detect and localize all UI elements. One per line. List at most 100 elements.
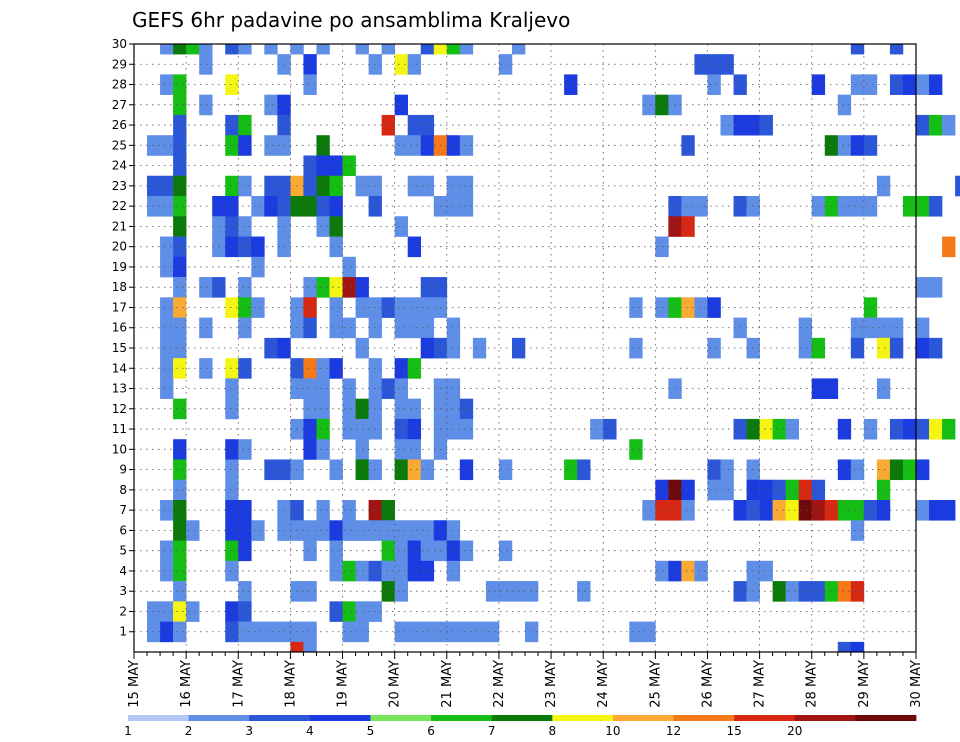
heatmap-cell [655,236,669,258]
y-tick-label: 9 [119,463,127,477]
heatmap-cell [681,560,695,582]
heatmap-cell [837,135,852,156]
heatmap-cell [173,114,187,136]
y-tick-label: 11 [112,422,127,436]
heatmap-cell [798,500,813,521]
heatmap-cell [498,54,513,75]
heatmap-cell [876,378,891,399]
heatmap-cell [173,439,187,460]
heatmap-cell [850,196,865,217]
heatmap-cell [173,337,187,359]
heatmap-cell [407,54,422,75]
heatmap-cell [772,500,786,521]
heatmap-cell [394,135,408,156]
legend-label: 20 [787,724,802,738]
heatmap-cell [316,439,330,460]
y-tick-label: 8 [119,483,127,497]
heatmap-cell [316,44,330,55]
heatmap-cell [342,256,356,278]
heatmap-cell [929,418,943,440]
heatmap-cell [916,277,930,298]
heatmap-cell [303,74,317,95]
heatmap-cell [225,500,239,521]
heatmap-cell [876,459,891,481]
heatmap-cell [394,540,408,562]
heatmap-cell [772,479,786,501]
heatmap-cell [485,581,500,602]
heatmap-cell [916,500,930,521]
heatmap-cell [238,317,252,339]
heatmap-cell [916,317,930,339]
color-legend: 1 2 3 4 5 6 7 8 10 12 15 20 [124,715,917,738]
heatmap-cell [459,175,474,197]
heatmap-cell [759,500,773,521]
heatmap-cell [420,135,435,156]
heatmap-cell [863,317,878,339]
heatmap-cell [472,337,487,359]
heatmap-cell [316,398,330,420]
heatmap-cell [225,540,239,562]
heatmap-cell [863,135,878,156]
heatmap-cell [173,317,187,339]
heatmap-cell [694,560,708,582]
heatmap-cell [303,358,317,379]
heatmap-cell [225,74,239,95]
heatmap-cell [238,44,252,55]
heatmap-cell [225,175,239,197]
heatmap-cell [420,44,435,55]
heatmap-cell [394,418,408,440]
heatmap-cell [173,44,187,55]
heatmap-cell [420,175,435,197]
heatmap-cell [342,277,356,298]
heatmap-cell [889,44,904,55]
heatmap-cell [850,459,865,481]
heatmap-cell [407,398,422,420]
heatmap-cell [225,196,239,217]
heatmap-cell [772,581,786,602]
heatmap-cell [329,560,343,582]
heatmap-cell [173,94,187,116]
x-tick-label: 30 MAY [909,660,924,708]
heatmap-cell [850,317,865,339]
heatmap-cell [394,358,408,379]
heatmap-cell [902,74,917,95]
heatmap-cell [394,581,408,602]
heatmap-cell [720,459,734,481]
y-tick-label: 24 [112,159,127,173]
heatmap-cell [147,196,161,217]
heatmap-cell [238,581,252,602]
heatmap-cell [173,479,187,501]
y-tick-label: 7 [119,503,127,517]
heatmap-cell [863,500,878,521]
heatmap-cell [459,196,474,217]
legend-swatch [552,715,614,721]
heatmap-cell [707,337,721,359]
legend-swatch [612,715,674,721]
heatmap-cell [303,621,317,643]
heatmap-cell [420,560,435,582]
heatmap-cell [420,520,435,541]
heatmap-cell [316,358,330,379]
y-tick-label: 3 [119,584,127,598]
y-tick-label: 4 [119,564,127,578]
heatmap-cell [264,94,278,116]
heatmap-cell [394,317,408,339]
legend-label: 5 [367,724,375,738]
y-tick-label: 10 [112,442,127,456]
heatmap-cell [342,601,356,622]
legend-swatch [431,715,493,721]
heatmap-cell [342,155,356,177]
heatmap-cell [329,358,343,379]
heatmap-cell [238,175,252,197]
heatmap-cell [173,236,187,258]
heatmap-cell [916,418,930,440]
heatmap-cell [655,94,669,116]
heatmap-cell [342,500,356,521]
heatmap-cell [916,74,930,95]
heatmap-cell [251,297,265,318]
heatmap-cell [186,601,200,622]
heatmap-cell [837,641,852,653]
heatmap-cell [498,459,513,481]
heatmap-cell [407,175,422,197]
